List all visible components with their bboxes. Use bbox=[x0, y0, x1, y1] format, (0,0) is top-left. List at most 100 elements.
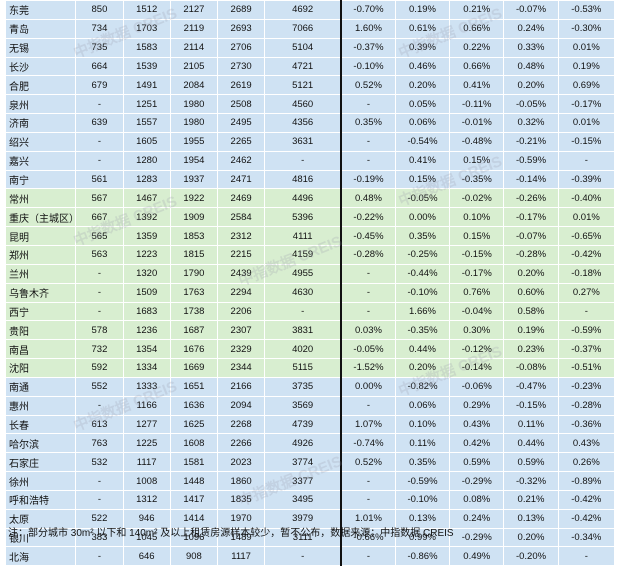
rent-value-cell: 2462 bbox=[216, 150, 266, 171]
table-row: 沈阳 592 1334 1669 2344 5115 -1.52% 0.20% -0.14% -0… bbox=[4, 358, 616, 378]
change-pct-cell: -0.15% bbox=[503, 395, 559, 416]
rent-value-cell: - bbox=[75, 94, 124, 115]
change-pct-cell: 0.13% bbox=[503, 508, 559, 529]
rent-value-cell: - bbox=[264, 150, 343, 171]
change-pct-cell: 0.01% bbox=[557, 113, 616, 133]
rent-value-cell: 1333 bbox=[122, 376, 171, 397]
change-pct-cell: 1.60% bbox=[340, 18, 396, 39]
change-pct-cell: 0.05% bbox=[394, 94, 451, 115]
rent-value-cell: 2166 bbox=[216, 376, 266, 397]
change-pct-cell: 0.11% bbox=[394, 433, 451, 454]
change-pct-cell: -0.51% bbox=[557, 358, 616, 378]
city-name: 常州 bbox=[4, 188, 77, 209]
rent-value-cell: 1008 bbox=[122, 471, 171, 491]
rent-value-cell: 3569 bbox=[264, 395, 343, 416]
rent-value-cell: 2023 bbox=[216, 452, 266, 473]
city-name: 太原 bbox=[4, 508, 77, 529]
change-pct-cell: -0.42% bbox=[557, 508, 616, 529]
change-pct-cell: -0.10% bbox=[340, 56, 396, 77]
rent-value-cell: - bbox=[75, 131, 124, 152]
rent-value-cell: 763 bbox=[75, 433, 124, 454]
change-pct-cell: 0.35% bbox=[340, 113, 396, 133]
change-pct-cell: -0.39% bbox=[557, 169, 616, 190]
change-pct-cell: -0.15% bbox=[449, 244, 505, 265]
table-row: 乌鲁木齐 -1509 1763 2294 4630- -0.10% 0.76% 0.60% 0.… bbox=[4, 282, 616, 303]
change-pct-cell: -0.32% bbox=[503, 471, 559, 491]
change-pct-cell: 0.66% bbox=[449, 56, 505, 77]
rent-value-cell: 5115 bbox=[264, 358, 343, 378]
change-pct-cell: 0.13% bbox=[394, 508, 451, 529]
change-pct-cell: -0.02% bbox=[449, 188, 505, 209]
table-row: 银川 383 1045 1096 1489 3111 -0.66% 0.99% -0.29% 0.… bbox=[4, 527, 616, 548]
table-body: 东莞 850 1512 2127 2689 4692 -0.70% 0.19% 0.21% -0.… bbox=[4, 0, 616, 566]
rent-value-cell: 1835 bbox=[216, 489, 266, 510]
change-pct-cell: 0.35% bbox=[394, 226, 451, 246]
rent-value-cell: 1676 bbox=[169, 339, 219, 360]
change-pct-cell: 0.19% bbox=[503, 320, 559, 341]
rent-value-cell: - bbox=[75, 471, 124, 491]
rent-value-cell: 2268 bbox=[216, 414, 266, 435]
change-pct-cell: -0.26% bbox=[503, 188, 559, 209]
rent-value-cell: 5104 bbox=[264, 37, 343, 58]
change-pct-cell: -0.11% bbox=[449, 94, 505, 115]
change-pct-cell: - bbox=[340, 282, 396, 303]
rent-value-cell: 4630 bbox=[264, 282, 343, 303]
change-pct-cell: 0.58% bbox=[503, 301, 559, 322]
city-name: 绍兴 bbox=[4, 131, 77, 152]
rent-value-cell: 2730 bbox=[216, 56, 266, 77]
change-pct-cell: - bbox=[340, 546, 396, 566]
rent-value-cell: 1225 bbox=[122, 433, 171, 454]
rent-value-cell: 2508 bbox=[216, 94, 266, 115]
change-pct-cell: 0.24% bbox=[503, 18, 559, 39]
rent-value-cell: 567 bbox=[75, 188, 124, 209]
change-pct-cell: 1.66% bbox=[394, 301, 451, 322]
table-row: 常州 567 1467 1922 2469 4496 0.48% -0.05% -0.02% -0… bbox=[4, 188, 616, 209]
rent-value-cell: 2495 bbox=[216, 113, 266, 133]
rent-value-cell: 1414 bbox=[169, 508, 219, 529]
rent-value-cell: 1605 bbox=[122, 131, 171, 152]
rent-value-cell: 2584 bbox=[216, 207, 266, 228]
change-pct-cell: 0.20% bbox=[503, 75, 559, 96]
city-name: 无锡 bbox=[4, 37, 77, 58]
rent-value-cell: 4692 bbox=[264, 0, 343, 20]
rent-value-cell: 4356 bbox=[264, 113, 343, 133]
rent-value-cell: 3495 bbox=[264, 489, 343, 510]
change-pct-cell: 0.15% bbox=[449, 226, 505, 246]
rent-value-cell: 1280 bbox=[122, 150, 171, 171]
rent-value-cell: 1489 bbox=[216, 527, 266, 548]
rent-value-cell: 1417 bbox=[169, 489, 219, 510]
table-row: 南昌 732 1354 1676 2329 4020 -0.05% 0.44% -0.12% 0.… bbox=[4, 339, 616, 360]
change-pct-cell: -0.04% bbox=[449, 301, 505, 322]
rent-value-cell: 2693 bbox=[216, 18, 266, 39]
change-pct-cell: -0.20% bbox=[503, 546, 559, 566]
rent-value-cell: 2307 bbox=[216, 320, 266, 341]
table-row: 无锡 735 1583 2114 2706 5104 -0.37% 0.39% 0.22% 0.3… bbox=[4, 37, 616, 58]
rent-value-cell: 3831 bbox=[264, 320, 343, 341]
table-row: 贵阳 578 1236 1687 2307 3831 0.03% -0.35% 0.30% 0.1… bbox=[4, 320, 616, 341]
rent-value-cell: 2206 bbox=[216, 301, 266, 322]
change-pct-cell: 0.11% bbox=[503, 414, 559, 435]
rent-value-cell: 2439 bbox=[216, 263, 266, 284]
change-pct-cell: 0.48% bbox=[503, 56, 559, 77]
table-row: 长沙 664 1539 2105 2730 4721 -0.10% 0.46% 0.66% 0.4… bbox=[4, 56, 616, 77]
rent-value-cell: 2215 bbox=[216, 244, 266, 265]
change-pct-cell: 0.20% bbox=[394, 358, 451, 378]
rent-value-cell: 679 bbox=[75, 75, 124, 96]
rent-value-cell: 565 bbox=[75, 226, 124, 246]
change-pct-cell: 0.01% bbox=[557, 37, 616, 58]
rent-value-cell: 4020 bbox=[264, 339, 343, 360]
change-pct-cell: -0.25% bbox=[394, 244, 451, 265]
change-pct-cell: -0.47% bbox=[503, 376, 559, 397]
city-name: 乌鲁木齐 bbox=[4, 282, 77, 303]
change-pct-cell: 0.48% bbox=[340, 188, 396, 209]
rent-value-cell: 1539 bbox=[122, 56, 171, 77]
city-name: 呼和浩特 bbox=[4, 489, 77, 510]
change-pct-cell: 0.99% bbox=[394, 527, 451, 548]
change-pct-cell: 0.46% bbox=[394, 56, 451, 77]
rent-value-cell: 1909 bbox=[169, 207, 219, 228]
rent-value-cell: 946 bbox=[122, 508, 171, 529]
city-name: 南通 bbox=[4, 376, 77, 397]
rent-value-cell: 734 bbox=[75, 18, 124, 39]
rent-value-cell: 3979 bbox=[264, 508, 343, 529]
rent-value-cell: 1815 bbox=[169, 244, 219, 265]
